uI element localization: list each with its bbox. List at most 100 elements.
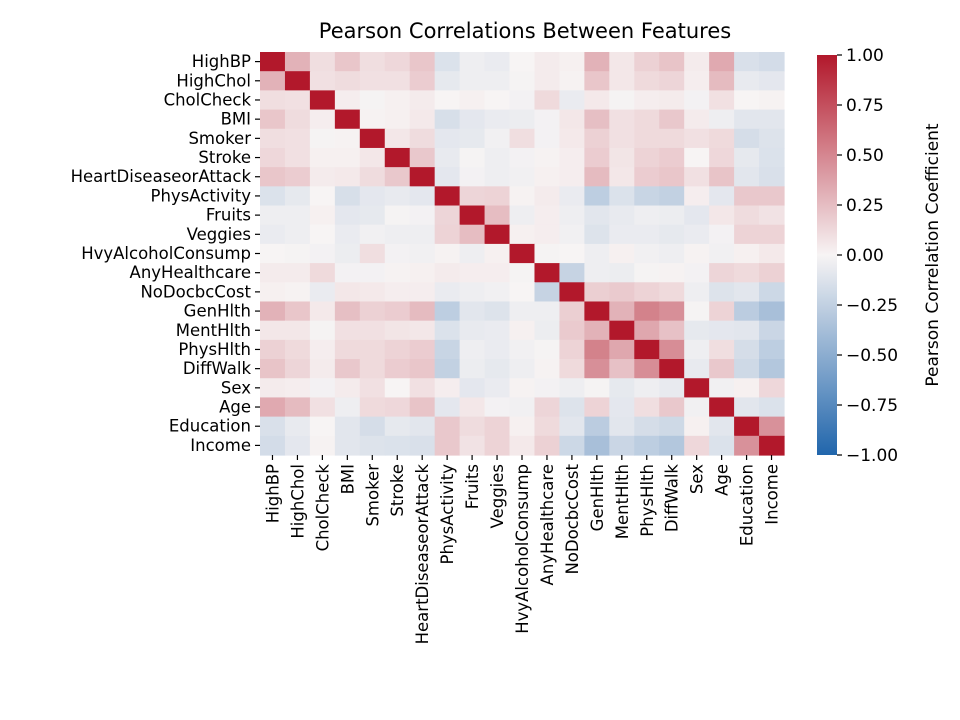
heatmap-cell-Stroke-Income xyxy=(759,147,785,168)
heatmap-cell-PhysHlth-CholCheck xyxy=(309,339,336,360)
y-tick-label: HighBP xyxy=(192,52,251,71)
heatmap-cell-GenHlth-Stroke xyxy=(384,301,411,322)
heatmap-cell-HighBP-BMI xyxy=(334,52,361,72)
heatmap-cell-PhysHlth-PhysHlth xyxy=(634,339,660,360)
heatmap-cell-BMI-Veggies xyxy=(484,109,511,130)
heatmap-cell-Veggies-PhysActivity xyxy=(434,224,461,245)
y-tick-labels: HighBPHighCholCholCheckBMISmokerStrokeHe… xyxy=(71,52,260,455)
heatmap-cell-Income-HighBP xyxy=(260,435,286,456)
heatmap-cell-Income-AnyHealthcare xyxy=(534,435,561,456)
heatmap-cell-PhysActivity-DiffWalk xyxy=(659,186,685,207)
heatmap-cell-CholCheck-AnyHealthcare xyxy=(534,90,561,111)
heatmap-cell-BMI-Smoker xyxy=(359,109,386,130)
heatmap-cell-Veggies-NoDocbcCost xyxy=(559,224,585,245)
heatmap-cell-HighChol-Sex xyxy=(684,71,710,91)
x-tick-label: PhysHlth xyxy=(638,464,657,537)
colorbar-tick-label: −0.25 xyxy=(846,296,898,316)
heatmap-cell-Smoker-Veggies xyxy=(484,128,511,149)
heatmap-cell-Education-AnyHealthcare xyxy=(534,416,561,437)
heatmap-cell-HvyAlcoholConsump-BMI xyxy=(334,243,361,264)
heatmap-cell-MentHlth-Stroke xyxy=(384,320,411,341)
heatmap-cell-Stroke-Sex xyxy=(684,147,710,168)
heatmap-cell-PhysHlth-Sex xyxy=(684,339,710,360)
heatmap-cell-HighChol-HighChol xyxy=(284,71,311,91)
heatmap-cell-DiffWalk-GenHlth xyxy=(584,359,610,379)
heatmap-cell-HighChol-AnyHealthcare xyxy=(534,71,561,91)
heatmap-cell-DiffWalk-PhysActivity xyxy=(434,359,461,379)
heatmap-cell-GenHlth-HvyAlcoholConsump xyxy=(509,301,536,322)
heatmap-cell-DiffWalk-PhysHlth xyxy=(634,359,660,379)
heatmap-cell-DiffWalk-Education xyxy=(734,359,760,379)
heatmap-cell-GenHlth-CholCheck xyxy=(309,301,336,322)
heatmap-cell-GenHlth-NoDocbcCost xyxy=(559,301,585,322)
colorbar-tick-label: 0.00 xyxy=(846,246,884,266)
heatmap-cell-CholCheck-Stroke xyxy=(384,90,411,111)
heatmap-cell-HvyAlcoholConsump-Stroke xyxy=(384,243,411,264)
heatmap-cell-BMI-HighChol xyxy=(284,109,311,130)
heatmap-cell-GenHlth-Sex xyxy=(684,301,710,322)
heatmap-cell-CholCheck-Education xyxy=(734,90,760,111)
heatmap-cell-Income-GenHlth xyxy=(584,435,610,456)
x-tick-label: HighChol xyxy=(288,464,307,539)
heatmap-cell-Sex-Age xyxy=(709,378,735,399)
heatmap-cell-Sex-DiffWalk xyxy=(659,378,685,399)
heatmap-cell-NoDocbcCost-PhysActivity xyxy=(434,282,461,303)
heatmap-cell-Income-Veggies xyxy=(484,435,511,456)
heatmap-cell-HighChol-CholCheck xyxy=(309,71,336,91)
heatmap-cell-Fruits-Fruits xyxy=(459,205,486,226)
heatmap-cell-PhysHlth-Veggies xyxy=(484,339,511,360)
heatmap-cell-NoDocbcCost-GenHlth xyxy=(584,282,610,303)
heatmap-cell-Stroke-PhysHlth xyxy=(634,147,660,168)
heatmap-cell-HighBP-Sex xyxy=(684,52,710,72)
heatmap-cell-Education-Fruits xyxy=(459,416,486,437)
heatmap-cell-PhysHlth-MentHlth xyxy=(609,339,635,360)
heatmap-cell-PhysHlth-HighBP xyxy=(260,339,286,360)
heatmap-cell-DiffWalk-CholCheck xyxy=(309,359,336,379)
heatmap-cell-HighChol-Veggies xyxy=(484,71,511,91)
heatmap-cell-Education-CholCheck xyxy=(309,416,336,437)
heatmap-cell-HighBP-Smoker xyxy=(359,52,386,72)
heatmap-cell-Smoker-BMI xyxy=(334,128,361,149)
heatmap-cell-Stroke-Education xyxy=(734,147,760,168)
heatmap-cell-Smoker-MentHlth xyxy=(609,128,635,149)
heatmap-cell-GenHlth-HeartDiseaseorAttack xyxy=(409,301,436,322)
heatmap-cell-HighBP-GenHlth xyxy=(584,52,610,72)
heatmap-cell-PhysActivity-Fruits xyxy=(459,186,486,207)
heatmap-cell-PhysHlth-HvyAlcoholConsump xyxy=(509,339,536,360)
heatmap-cell-Smoker-Stroke xyxy=(384,128,411,149)
x-tick-label: GenHlth xyxy=(588,464,607,531)
heatmap-cell-BMI-PhysHlth xyxy=(634,109,660,130)
heatmap-cell-Fruits-AnyHealthcare xyxy=(534,205,561,226)
heatmap-cell-MentHlth-PhysHlth xyxy=(634,320,660,341)
x-tick-label: Age xyxy=(713,464,732,496)
heatmap-cell-HeartDiseaseorAttack-NoDocbcCost xyxy=(559,167,585,187)
heatmap-cell-Stroke-NoDocbcCost xyxy=(559,147,585,168)
heatmap-cell-Age-HvyAlcoholConsump xyxy=(509,397,536,418)
x-tick-label: NoDocbcCost xyxy=(563,463,582,574)
heatmap-cell-Smoker-Smoker xyxy=(359,128,386,149)
heatmap-cell-BMI-AnyHealthcare xyxy=(534,109,561,130)
heatmap-cell-Fruits-HighChol xyxy=(284,205,311,226)
heatmap-cell-CholCheck-BMI xyxy=(334,90,361,111)
heatmap-cell-Age-HighBP xyxy=(260,397,286,418)
heatmap-cell-BMI-NoDocbcCost xyxy=(559,109,585,130)
heatmap-cell-BMI-HighBP xyxy=(260,109,286,130)
heatmap-cell-HeartDiseaseorAttack-Age xyxy=(709,167,735,187)
heatmap-cell-Sex-CholCheck xyxy=(309,378,336,399)
heatmap-cell-Age-GenHlth xyxy=(584,397,610,418)
heatmap-cell-AnyHealthcare-PhysActivity xyxy=(434,263,461,283)
heatmap-cell-HvyAlcoholConsump-HighChol xyxy=(284,243,311,264)
x-tick-label: DiffWalk xyxy=(663,464,682,533)
heatmap-cell-AnyHealthcare-HighChol xyxy=(284,263,311,283)
heatmap-cell-BMI-Income xyxy=(759,109,785,130)
heatmap-cell-Education-PhysHlth xyxy=(634,416,660,437)
heatmap-cell-HighChol-HighBP xyxy=(260,71,286,91)
heatmap-cell-AnyHealthcare-Veggies xyxy=(484,263,511,283)
heatmap-cell-HvyAlcoholConsump-Sex xyxy=(684,243,710,264)
heatmap-cell-NoDocbcCost-Stroke xyxy=(384,282,411,303)
heatmap-cell-Stroke-PhysActivity xyxy=(434,147,461,168)
heatmap-cell-Income-CholCheck xyxy=(309,435,336,456)
heatmap-cell-NoDocbcCost-HighChol xyxy=(284,282,311,303)
heatmap-cell-NoDocbcCost-Income xyxy=(759,282,785,303)
heatmap-cells xyxy=(260,52,785,456)
